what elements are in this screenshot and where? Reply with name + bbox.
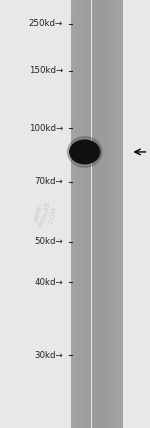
Bar: [119, 0, 120, 428]
Bar: [120, 0, 122, 428]
Bar: [89, 0, 90, 428]
Bar: [101, 0, 102, 428]
Bar: [109, 0, 110, 428]
Text: 50kd→: 50kd→: [34, 237, 63, 247]
Bar: [97, 0, 98, 428]
Bar: [72, 0, 73, 428]
Bar: [116, 0, 118, 428]
Text: 100kd→: 100kd→: [29, 124, 63, 133]
Bar: [106, 0, 107, 428]
Bar: [85, 0, 86, 428]
Bar: [84, 0, 85, 428]
Bar: [112, 0, 114, 428]
Text: 40kd→: 40kd→: [34, 278, 63, 287]
Text: 250kd→: 250kd→: [29, 19, 63, 28]
Bar: [70, 0, 72, 428]
Bar: [88, 0, 89, 428]
Bar: [95, 0, 97, 428]
Bar: [98, 0, 99, 428]
Bar: [111, 0, 112, 428]
Bar: [122, 0, 123, 428]
Bar: [90, 0, 91, 428]
Text: 70kd→: 70kd→: [34, 177, 63, 187]
Bar: [94, 0, 95, 428]
Bar: [78, 0, 80, 428]
Bar: [73, 0, 74, 428]
Bar: [93, 0, 94, 428]
Bar: [110, 0, 111, 428]
Bar: [80, 0, 81, 428]
Text: 30kd→: 30kd→: [34, 351, 63, 360]
Bar: [107, 0, 109, 428]
Bar: [114, 0, 115, 428]
Bar: [118, 0, 119, 428]
Bar: [86, 0, 88, 428]
Bar: [115, 0, 116, 428]
Bar: [99, 0, 101, 428]
Bar: [92, 0, 93, 428]
Ellipse shape: [70, 140, 100, 163]
Bar: [77, 0, 78, 428]
Ellipse shape: [68, 137, 102, 167]
Bar: [103, 0, 105, 428]
Bar: [74, 0, 76, 428]
Bar: [82, 0, 84, 428]
Text: www.
PTGLAB
.COM: www. PTGLAB .COM: [31, 198, 59, 230]
Bar: [105, 0, 106, 428]
Bar: [76, 0, 77, 428]
Bar: [81, 0, 82, 428]
Text: 150kd→: 150kd→: [29, 66, 63, 75]
Bar: [102, 0, 103, 428]
